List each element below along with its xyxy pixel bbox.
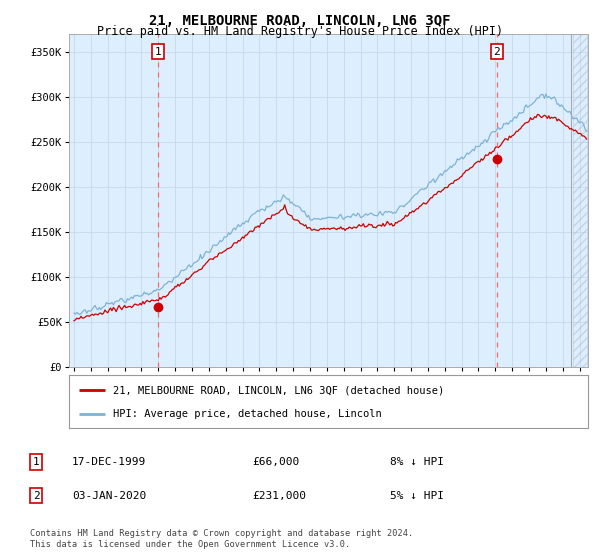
Text: 2: 2 [32, 491, 40, 501]
Text: £231,000: £231,000 [252, 491, 306, 501]
Text: 5% ↓ HPI: 5% ↓ HPI [390, 491, 444, 501]
Text: 2: 2 [493, 46, 500, 57]
Text: 17-DEC-1999: 17-DEC-1999 [72, 457, 146, 467]
Text: 03-JAN-2020: 03-JAN-2020 [72, 491, 146, 501]
Text: 1: 1 [155, 46, 161, 57]
Text: HPI: Average price, detached house, Lincoln: HPI: Average price, detached house, Linc… [113, 408, 382, 418]
Text: Price paid vs. HM Land Registry's House Price Index (HPI): Price paid vs. HM Land Registry's House … [97, 25, 503, 38]
Text: 21, MELBOURNE ROAD, LINCOLN, LN6 3QF (detached house): 21, MELBOURNE ROAD, LINCOLN, LN6 3QF (de… [113, 385, 445, 395]
Text: Contains HM Land Registry data © Crown copyright and database right 2024.
This d: Contains HM Land Registry data © Crown c… [30, 529, 413, 549]
Text: 8% ↓ HPI: 8% ↓ HPI [390, 457, 444, 467]
Text: 1: 1 [32, 457, 40, 467]
Text: £66,000: £66,000 [252, 457, 299, 467]
Text: 21, MELBOURNE ROAD, LINCOLN, LN6 3QF: 21, MELBOURNE ROAD, LINCOLN, LN6 3QF [149, 14, 451, 28]
